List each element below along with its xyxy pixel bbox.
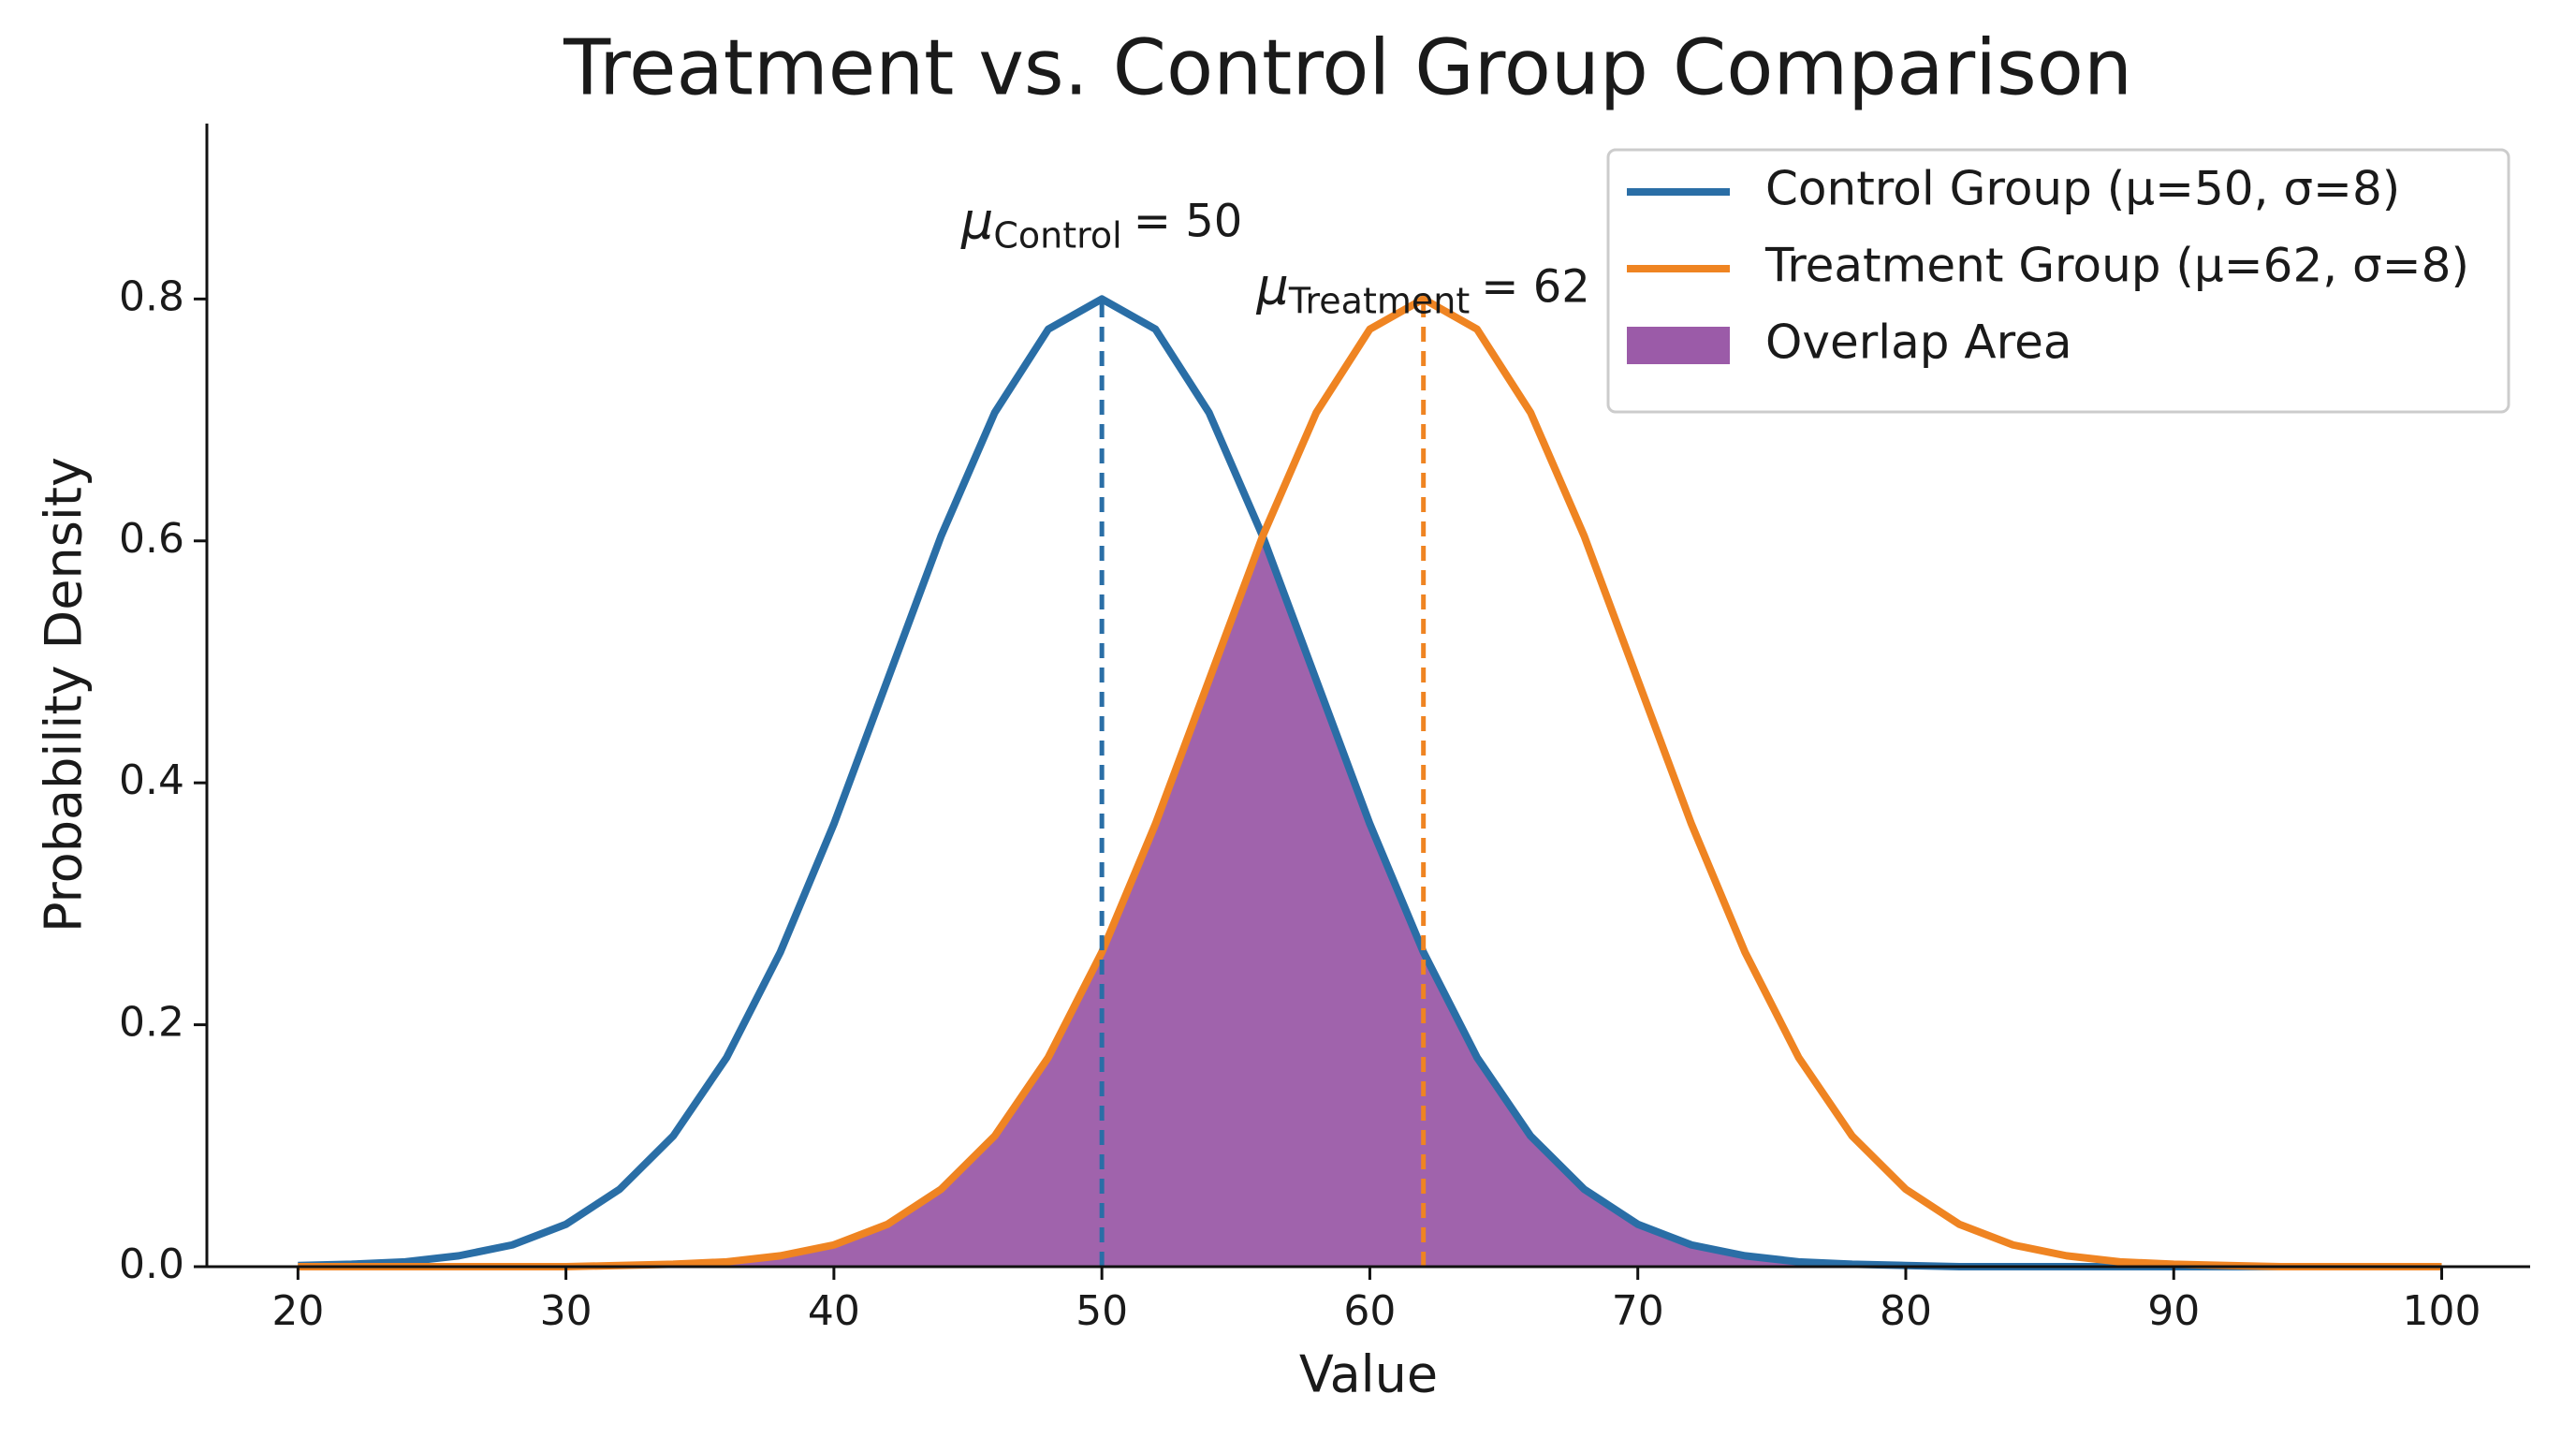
y-axis-label: Probability Density <box>35 457 94 932</box>
x-tick-label: 100 <box>2403 1287 2481 1335</box>
mean-symbol: μ <box>960 191 993 250</box>
x-tick-label: 20 <box>271 1287 324 1335</box>
x-tick-label: 30 <box>540 1287 593 1335</box>
legend-label: Overlap Area <box>1765 315 2072 370</box>
legend-patch <box>1627 327 1730 364</box>
x-tick-label: 40 <box>808 1287 860 1335</box>
legend-box <box>1606 148 2510 414</box>
overlap-area <box>298 536 2442 1267</box>
legend-label: Treatment Group (μ=62, σ=8) <box>1764 239 2469 293</box>
series-line <box>298 295 2442 1270</box>
y-tick-label: 0.8 <box>119 272 184 320</box>
y-tick-label: 0.0 <box>119 1240 184 1288</box>
x-tick-label: 70 <box>1612 1287 1664 1335</box>
y-tick-label: 0.6 <box>119 515 184 563</box>
mean-text: = 50 <box>1134 195 1243 247</box>
mean-subscript: Treatment <box>1288 280 1470 321</box>
mean-annotation: μControl = 50 <box>960 191 1242 256</box>
mean-subscript: Control <box>993 214 1121 256</box>
legend-label: Control Group (μ=50, σ=8) <box>1765 162 2400 216</box>
mean-text: = 62 <box>1481 260 1590 313</box>
x-tick-label: 50 <box>1076 1287 1128 1335</box>
y-tick-label: 0.4 <box>119 756 184 804</box>
x-tick-label: 80 <box>1880 1287 1932 1335</box>
x-tick-label: 60 <box>1343 1287 1396 1335</box>
mean-symbol: μ <box>1256 257 1289 315</box>
chart-title: Treatment vs. Control Group Comparison <box>563 23 2132 112</box>
mean-annotation: μTreatment = 62 <box>1256 257 1590 321</box>
y-tick-label: 0.2 <box>119 999 184 1047</box>
x-axis-label: Value <box>1299 1345 1438 1404</box>
x-tick-label: 90 <box>2147 1287 2200 1335</box>
